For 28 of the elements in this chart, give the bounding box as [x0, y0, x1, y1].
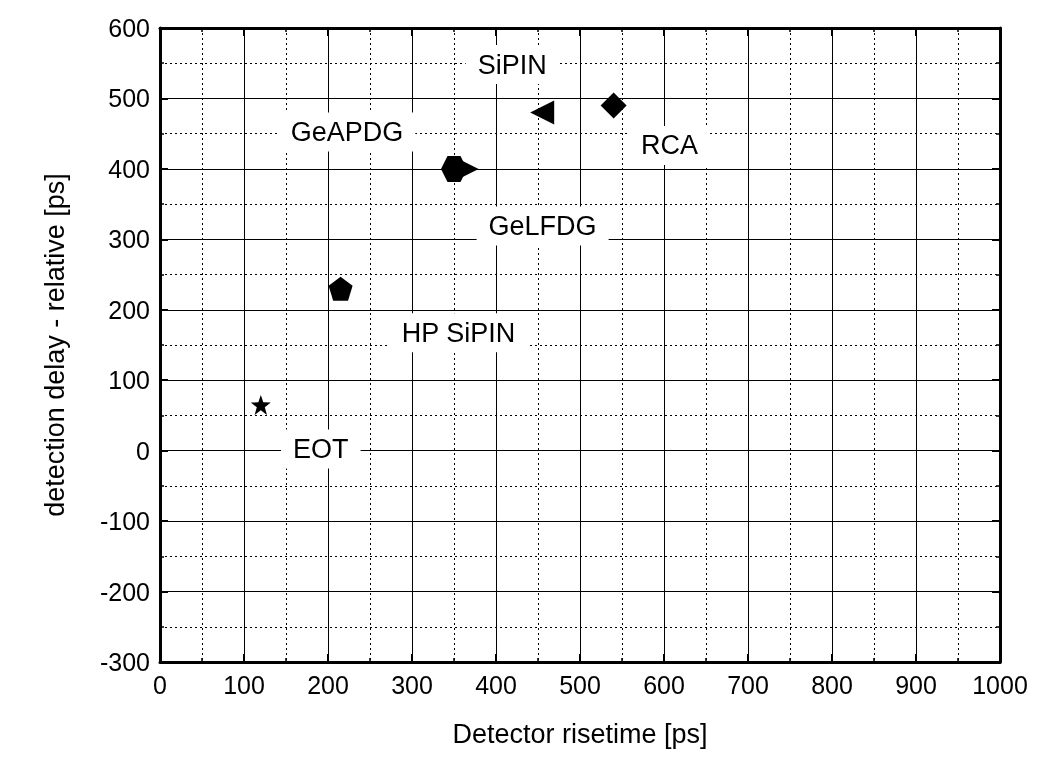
y-tick-label: 300 [108, 225, 150, 254]
x-tick-label: 300 [391, 670, 433, 699]
x-tick-label: 800 [811, 670, 853, 699]
y-tick-label: -200 [99, 577, 150, 606]
y-tick-label: 200 [108, 295, 150, 324]
x-tick-label: 500 [559, 670, 601, 699]
x-tick-label: 1000 [972, 670, 1028, 699]
series-label: GeAPDG [290, 116, 404, 147]
y-axis-title: detection delay - relative [ps] [39, 173, 70, 517]
x-tick-label: 200 [307, 670, 349, 699]
y-tick-label: 400 [108, 154, 150, 183]
x-tick-label: 400 [475, 670, 517, 699]
y-tick-label: 0 [136, 436, 150, 465]
text: HP SiPIN [401, 317, 516, 348]
x-axis-title: Detector risetime [ps] [452, 718, 708, 749]
legend-label: SiPIN [477, 49, 547, 80]
x-tick-label: 900 [895, 670, 937, 699]
x-tick-label: 700 [727, 670, 769, 699]
y-tick-label: -300 [99, 648, 150, 676]
y-tick-label: -100 [99, 507, 150, 536]
series-label: RCA [641, 130, 699, 161]
y-tick-label: 600 [108, 14, 150, 42]
series-label: EOT [293, 433, 349, 464]
series-label: GeLFDG [488, 210, 597, 241]
x-tick-label: 100 [223, 670, 265, 699]
x-tick-label: 600 [643, 670, 685, 699]
y-tick-label: 500 [108, 84, 150, 113]
y-tick-label: 100 [108, 366, 150, 395]
